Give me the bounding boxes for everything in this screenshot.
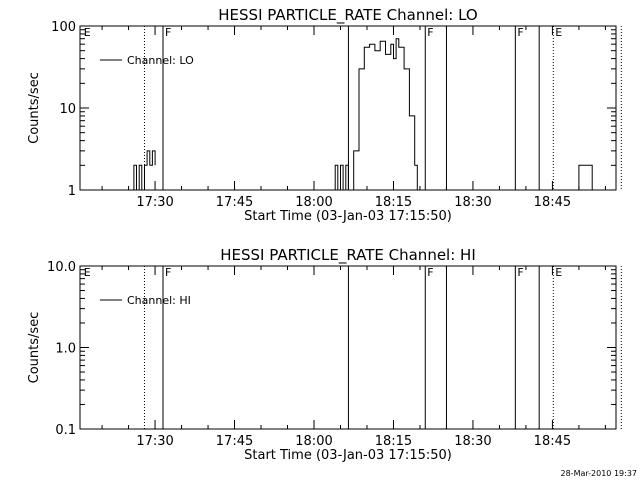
- x-tick-label: 17:45: [216, 195, 253, 210]
- x-tick-label: 18:15: [375, 195, 412, 210]
- y-tick-label: 10: [59, 102, 76, 117]
- x-tick-label: 18:15: [375, 434, 412, 449]
- x-tick-label: 17:45: [216, 434, 253, 449]
- y-tick-label: 1.0: [55, 342, 76, 357]
- y-tick-label: 0.1: [55, 423, 76, 438]
- x-tick-label: 18:00: [295, 195, 332, 210]
- y-tick-label: 100: [51, 20, 76, 35]
- event-marker-label: F: [427, 266, 433, 279]
- legend-label: Channel: LO: [127, 54, 194, 67]
- x-tick-label: 18:00: [295, 434, 332, 449]
- event-marker-label: E: [555, 266, 562, 279]
- footer-timestamp: 28-Mar-2010 19:37: [561, 469, 638, 478]
- series-line: [332, 38, 418, 191]
- x-tick-label: 18:30: [454, 195, 491, 210]
- y-tick-label: 1: [68, 184, 76, 199]
- y-axis-label: Counts/sec: [27, 72, 42, 144]
- event-marker-label: F: [165, 266, 171, 279]
- x-tick-label: 18:45: [534, 195, 571, 210]
- y-axis-label: Counts/sec: [27, 312, 42, 384]
- x-tick-label: 17:30: [136, 195, 173, 210]
- event-marker-label: E: [555, 26, 562, 39]
- series-line: [576, 164, 593, 191]
- chart-title: HESSI PARTICLE_RATE Channel: LO: [218, 6, 477, 25]
- x-axis-label: Start Time (03-Jan-03 17:15:50): [244, 448, 452, 463]
- series-line: [131, 150, 156, 191]
- x-axis-label: Start Time (03-Jan-03 17:15:50): [244, 209, 452, 224]
- x-tick-label: 17:30: [136, 434, 173, 449]
- event-marker-label: F: [165, 26, 171, 39]
- x-tick-label: 18:45: [534, 434, 571, 449]
- event-marker-label: F: [517, 26, 523, 39]
- chart-title: HESSI PARTICLE_RATE Channel: HI: [220, 246, 476, 265]
- y-tick-label: 10.0: [47, 260, 76, 275]
- event-marker-label: E: [84, 266, 91, 279]
- legend-label: Channel: HI: [127, 294, 191, 307]
- event-marker-label: F: [517, 266, 523, 279]
- x-tick-label: 18:30: [454, 434, 491, 449]
- event-marker-label: F: [427, 26, 433, 39]
- hi-channel-panel: HESSI PARTICLE_RATE Channel: HI 0.1 1.0 10.…: [27, 246, 622, 463]
- lo-channel-panel: HESSI PARTICLE_RATE Channel: LO 1 10 100 17:…: [27, 6, 622, 224]
- event-marker-label: E: [84, 26, 91, 39]
